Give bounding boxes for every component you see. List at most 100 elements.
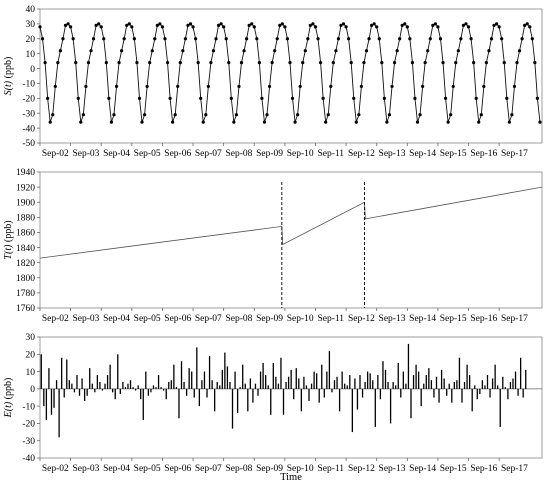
data-point (487, 49, 491, 53)
residual-bar (91, 383, 93, 389)
data-point (385, 120, 389, 124)
residual-bar (384, 369, 387, 389)
data-point (502, 61, 506, 65)
residual-bar (336, 376, 338, 389)
y-tick-label: 1760 (16, 304, 35, 314)
x-tick-label: Sep-13 (379, 149, 406, 159)
residual-bar (338, 388, 341, 412)
data-point (477, 120, 481, 124)
residual-bar (234, 371, 236, 389)
residual-bar (456, 380, 458, 389)
data-point (74, 61, 78, 65)
data-point (89, 49, 93, 53)
x-tick-label: Sep-17 (501, 464, 528, 474)
data-point (242, 49, 246, 53)
data-point (293, 120, 297, 124)
data-point (270, 61, 274, 65)
data-point (102, 37, 106, 41)
residual-bar (387, 381, 389, 389)
y-axis-label: T(t) (ppb) (3, 220, 14, 259)
data-point (530, 37, 534, 41)
data-point (331, 61, 335, 65)
residual-bar (226, 366, 229, 389)
series-line (39, 186, 543, 259)
y-tick-label: 10 (26, 50, 36, 60)
data-point (199, 96, 203, 100)
data-point (255, 37, 259, 41)
x-tick-label: Sep-09 (256, 464, 283, 474)
data-point (186, 23, 190, 27)
data-point (512, 84, 517, 89)
residual-bar (175, 387, 178, 389)
data-point (234, 113, 239, 117)
y-tick-label: -20 (22, 95, 35, 105)
residual-bar (55, 380, 58, 389)
residual-bar (142, 388, 144, 420)
residual-bar (203, 371, 206, 389)
residual-bar (71, 383, 73, 389)
x-tick-label: Sep-08 (226, 314, 253, 324)
residual-bar (216, 381, 218, 389)
y-tick-label: -10 (22, 402, 35, 412)
data-point (359, 84, 364, 89)
residual-bar (242, 364, 244, 389)
residual-bar (377, 375, 379, 389)
residual-bar (252, 388, 254, 403)
residual-bar (109, 364, 111, 389)
residual-bar (221, 369, 223, 389)
residual-bar (446, 388, 448, 396)
data-point (318, 61, 323, 65)
residual-bar (231, 388, 234, 429)
x-tick-label: Sep-14 (409, 149, 436, 159)
x-tick-label: Sep-07 (195, 149, 222, 159)
x-tick-label: Sep-10 (287, 314, 314, 324)
residual-bar (344, 383, 346, 389)
residual-bar (298, 378, 300, 389)
data-point (97, 22, 101, 26)
residual-bar (254, 383, 257, 389)
residual-bar (83, 388, 86, 401)
data-point (352, 96, 356, 100)
data-point (81, 113, 85, 117)
data-point (267, 84, 272, 89)
residual-bar (333, 380, 336, 389)
data-point (387, 113, 392, 117)
residual-bar (331, 388, 333, 393)
residual-bar (346, 385, 348, 389)
data-point (168, 96, 172, 100)
data-point (469, 37, 473, 41)
data-point (339, 23, 343, 27)
x-tick-label: Sep-11 (318, 314, 345, 324)
x-tick-label: Sep-05 (134, 314, 161, 324)
data-point (201, 120, 205, 124)
data-point (426, 49, 430, 53)
data-point (329, 84, 333, 89)
data-point (53, 84, 57, 89)
residual-bar (101, 388, 104, 391)
residual-bar (282, 388, 285, 415)
residual-bar (193, 388, 195, 398)
residual-bar (326, 371, 328, 389)
residual-bar (147, 388, 150, 396)
data-point (423, 61, 427, 65)
residual-bar (224, 352, 226, 389)
x-tick-label: Sep-08 (226, 149, 253, 159)
data-point (58, 49, 63, 53)
residual-bar (300, 388, 303, 412)
residual-bar (423, 383, 425, 389)
residual-bar (499, 388, 501, 427)
data-point (252, 25, 256, 29)
residual-bar (196, 347, 198, 389)
residual-bar (435, 376, 438, 389)
residual-bar (430, 380, 433, 389)
data-point (153, 37, 157, 41)
residual-bar (491, 378, 494, 389)
data-point (405, 25, 409, 29)
residual-bar (341, 371, 343, 389)
residual-bar (512, 378, 514, 389)
data-point (183, 37, 187, 41)
residual-bar (359, 375, 361, 389)
y-tick-label: -10 (22, 80, 35, 90)
x-tick-label: Sep-10 (287, 149, 314, 159)
y-tick-label: 1940 (16, 168, 35, 178)
